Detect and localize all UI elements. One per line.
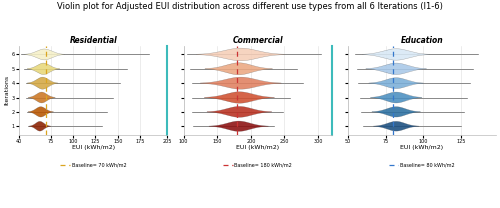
X-axis label: EUI (kWh/m2): EUI (kWh/m2) <box>72 145 115 150</box>
Polygon shape <box>372 107 420 117</box>
Legend: Baseline= 80 kWh/m2: Baseline= 80 kWh/m2 <box>387 161 457 170</box>
Polygon shape <box>29 121 50 131</box>
Polygon shape <box>366 63 426 74</box>
X-axis label: EUI (kWh/m2): EUI (kWh/m2) <box>236 145 279 150</box>
Polygon shape <box>209 121 268 131</box>
Title: Commercial: Commercial <box>232 36 283 45</box>
Title: Education: Education <box>400 36 443 45</box>
Polygon shape <box>207 106 272 117</box>
Legend: Baseline= 180 kWh/m2: Baseline= 180 kWh/m2 <box>221 161 294 170</box>
Text: Violin plot for Adjusted EUI distribution across different use types from all 6 : Violin plot for Adjusted EUI distributio… <box>57 2 443 11</box>
Polygon shape <box>28 92 55 103</box>
Legend: Baseline= 70 kWh/m2: Baseline= 70 kWh/m2 <box>58 161 128 170</box>
Polygon shape <box>369 78 424 89</box>
Polygon shape <box>204 92 274 103</box>
Polygon shape <box>28 63 60 74</box>
X-axis label: EUI (kWh/m2): EUI (kWh/m2) <box>400 145 444 150</box>
Polygon shape <box>28 77 58 89</box>
Polygon shape <box>200 77 281 89</box>
Polygon shape <box>28 107 54 117</box>
Polygon shape <box>363 49 430 60</box>
Polygon shape <box>24 49 64 60</box>
Polygon shape <box>370 92 422 103</box>
Polygon shape <box>205 63 272 75</box>
Polygon shape <box>197 48 284 61</box>
Polygon shape <box>374 121 419 131</box>
Y-axis label: Iterations: Iterations <box>4 75 9 105</box>
Title: Residential: Residential <box>70 36 117 45</box>
